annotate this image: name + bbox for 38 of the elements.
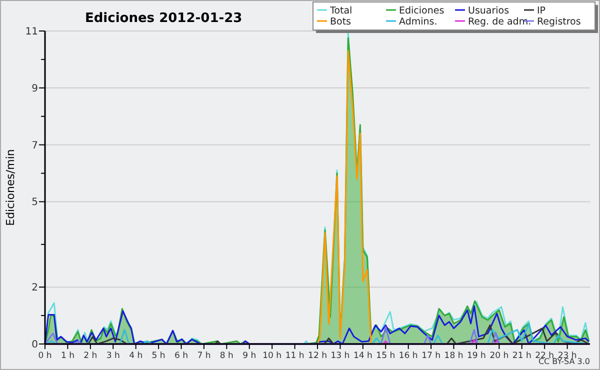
x-tick-label: 13 h: [330, 351, 350, 361]
y-tick-label: 2: [32, 282, 38, 294]
x-tick-label: 1 h: [60, 351, 74, 361]
x-tick-label: 14 h: [353, 351, 372, 361]
x-tick-label: 21 h: [512, 351, 532, 361]
y-tick-label: 0: [32, 340, 38, 350]
y-tick-label: 5: [32, 197, 38, 208]
legend-label: Usuarios: [468, 5, 510, 16]
x-tick-label: 15 h: [376, 351, 396, 361]
x-tick-label: 6 h: [174, 351, 188, 361]
x-tick-label: 19 h: [467, 351, 486, 361]
x-tick-label: 3 h: [106, 351, 120, 361]
legend-label: Reg. de adm.: [468, 16, 532, 28]
legend-label: Ediciones: [399, 5, 444, 16]
legend-label: Total: [329, 5, 352, 16]
y-axis-title: Ediciones/min: [4, 149, 17, 226]
legend-label: Registros: [537, 16, 581, 28]
chart-title: Ediciones 2012-01-23: [85, 11, 242, 26]
x-tick-label: 5 h: [152, 351, 166, 361]
x-tick-label: 8 h: [220, 351, 234, 361]
x-tick-label: 11 h: [285, 351, 304, 361]
y-tick-label: 7: [32, 140, 38, 152]
x-tick-label: 16 h: [398, 351, 418, 361]
x-tick-label: 17 h: [422, 351, 440, 361]
x-tick-label: 10 h: [262, 351, 282, 361]
x-tick-label: 20 h: [490, 351, 509, 361]
legend-label: IP: [537, 5, 546, 16]
x-tick-label: 12 h: [308, 351, 327, 361]
y-tick-label: 11: [25, 26, 38, 38]
x-tick-label: 4 h: [129, 351, 143, 361]
y-tick-label: 9: [32, 83, 38, 94]
x-tick-label: 9 h: [242, 351, 256, 361]
x-tick-label: 0 h: [38, 351, 52, 361]
legend-label: Bots: [330, 16, 352, 28]
legend-label: Admins.: [399, 16, 438, 28]
x-tick-label: 2 h: [84, 351, 98, 361]
x-tick-label: 7 h: [197, 351, 211, 361]
x-tick-label: 18 h: [444, 351, 464, 361]
